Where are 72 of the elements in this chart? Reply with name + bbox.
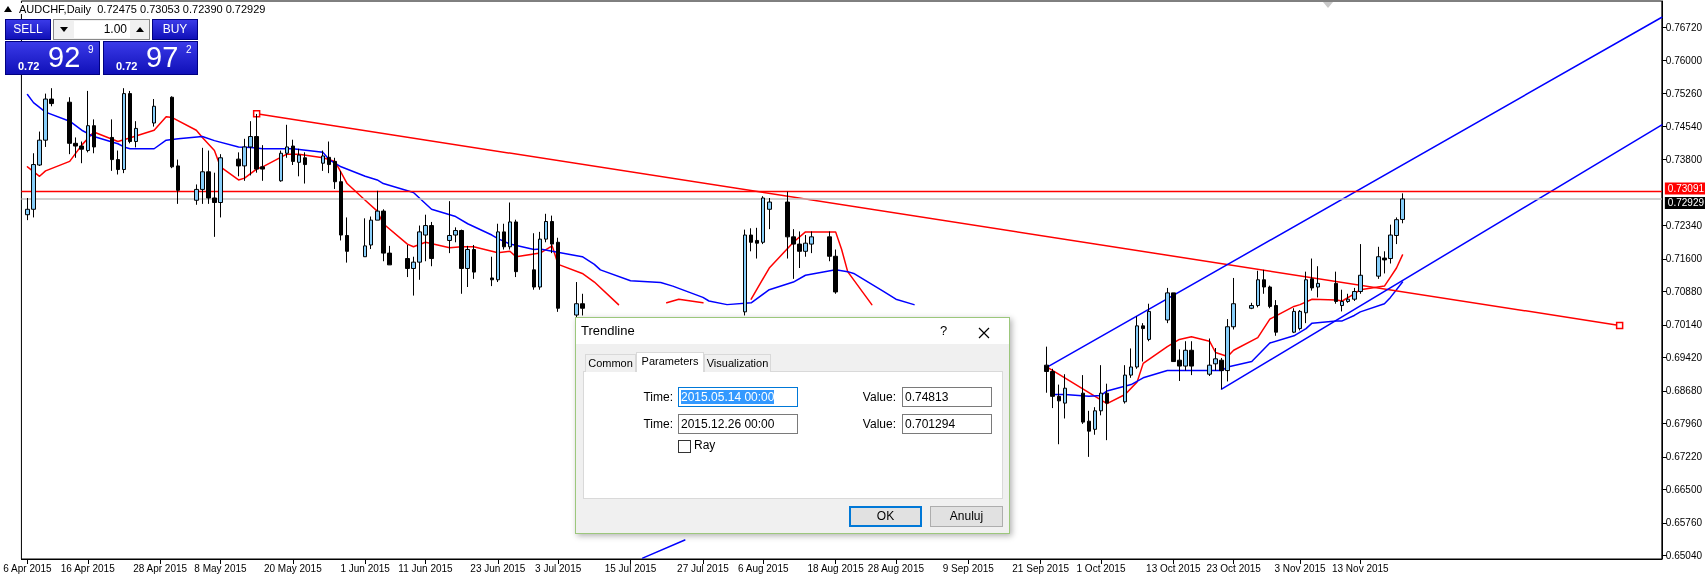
buy-button: BUY [152, 19, 198, 40]
annotation: 2 [186, 44, 192, 55]
annotation: 0.701294 [905, 417, 956, 431]
y-tick-label: 0.71600 [1665, 253, 1703, 265]
annotation: Value: [861, 389, 896, 406]
cancel-button: Anuluj [930, 506, 1003, 527]
annotation: Value: [861, 416, 896, 433]
chart-title: AUDCHF,Daily 0.72475 0.73053 0.72390 0.72929 [19, 2, 266, 15]
x-tick-label: 8 May 2015 [194, 562, 248, 574]
x-tick-label: 21 Sep 2015 [1012, 562, 1070, 574]
text-field: 2015.05.14 00:00 [678, 387, 798, 407]
y-tick-label: 0.73800 [1665, 154, 1703, 166]
ok-button: OK [849, 506, 922, 527]
y-tick-label: 0.69420 [1665, 351, 1703, 363]
y-tick-label: 0.65040 [1665, 549, 1703, 561]
text-field: 0.701294 [902, 414, 992, 434]
annotation: 2015.05.14 00:00 [681, 390, 775, 404]
x-tick-label: 11 Jun 2015 [398, 562, 454, 574]
x-tick-label: 16 Apr 2015 [60, 562, 116, 574]
annotation: Time: [642, 416, 673, 433]
annotation: 0.72 [116, 60, 138, 72]
ref-line-label: 0.72929 [1667, 197, 1705, 209]
annotation: Ray [694, 438, 716, 452]
x-tick-label: 28 Apr 2015 [133, 562, 188, 574]
x-tick-label: 23 Jun 2015 [470, 562, 526, 574]
x-tick-label: 3 Nov 2015 [1274, 562, 1326, 574]
text-field: 2015.12.26 00:00 [678, 414, 798, 434]
y-tick-label: 0.76720 [1665, 22, 1703, 34]
x-tick-label: 13 Nov 2015 [1331, 562, 1390, 574]
y-tick-label: 0.65760 [1665, 517, 1703, 529]
y-tick-label: 0.66500 [1665, 483, 1703, 495]
x-tick-label: 6 Aug 2015 [737, 562, 789, 574]
x-tick-label: 20 May 2015 [263, 562, 323, 574]
y-tick-label: 0.76000 [1665, 54, 1703, 66]
annotation: 97 [146, 40, 179, 75]
x-tick-label: 9 Sep 2015 [942, 562, 995, 574]
annotation: ? [940, 323, 948, 338]
annotation: Time: [642, 389, 673, 406]
ask-price-panel: 0.72 97 2 [103, 41, 198, 75]
tab: Parameters [636, 352, 704, 372]
x-tick-label: 28 Aug 2015 [867, 562, 925, 574]
tab: Visualization [704, 354, 771, 372]
y-tick-label: 0.74540 [1665, 120, 1703, 132]
annotation: 92 [48, 40, 81, 75]
x-tick-label: 23 Oct 2015 [1206, 562, 1262, 574]
x-tick-label: 1 Jun 2015 [340, 562, 391, 574]
bid-price-panel: 0.72 92 9 [5, 41, 100, 75]
y-tick-label: 0.68680 [1665, 385, 1703, 397]
y-tick-label: 0.75260 [1665, 88, 1703, 100]
sell-button: SELL [5, 19, 51, 40]
x-tick-label: 15 Jul 2015 [604, 562, 657, 574]
lot-size-field: 1.00 [53, 19, 150, 40]
annotation: 0.74813 [905, 390, 949, 404]
tab: Common [585, 354, 636, 372]
y-tick-label: 0.67220 [1665, 451, 1703, 463]
ref-line-label: 0.73091 [1667, 183, 1705, 195]
x-tick-label: 18 Aug 2015 [807, 562, 865, 574]
annotation: 2015.12.26 00:00 [681, 417, 775, 431]
y-tick-label: 0.70880 [1665, 286, 1703, 298]
y-tick-label: 0.67960 [1665, 417, 1703, 429]
x-tick-label: 13 Oct 2015 [1146, 562, 1202, 574]
annotation: 1.00 [74, 21, 130, 38]
x-tick-label: 6 Apr 2015 [3, 562, 53, 574]
annotation: 0.72 [18, 60, 40, 72]
x-tick-label: 1 Oct 2015 [1076, 562, 1126, 574]
annotation: Trendline [581, 323, 635, 338]
text-field: 0.74813 [902, 387, 992, 407]
y-tick-label: 0.70140 [1665, 319, 1703, 331]
y-tick-label: 0.72340 [1665, 220, 1703, 232]
x-tick-label: 27 Jul 2015 [677, 562, 730, 574]
annotation: 9 [88, 44, 94, 55]
x-tick-label: 3 Jul 2015 [535, 562, 582, 574]
